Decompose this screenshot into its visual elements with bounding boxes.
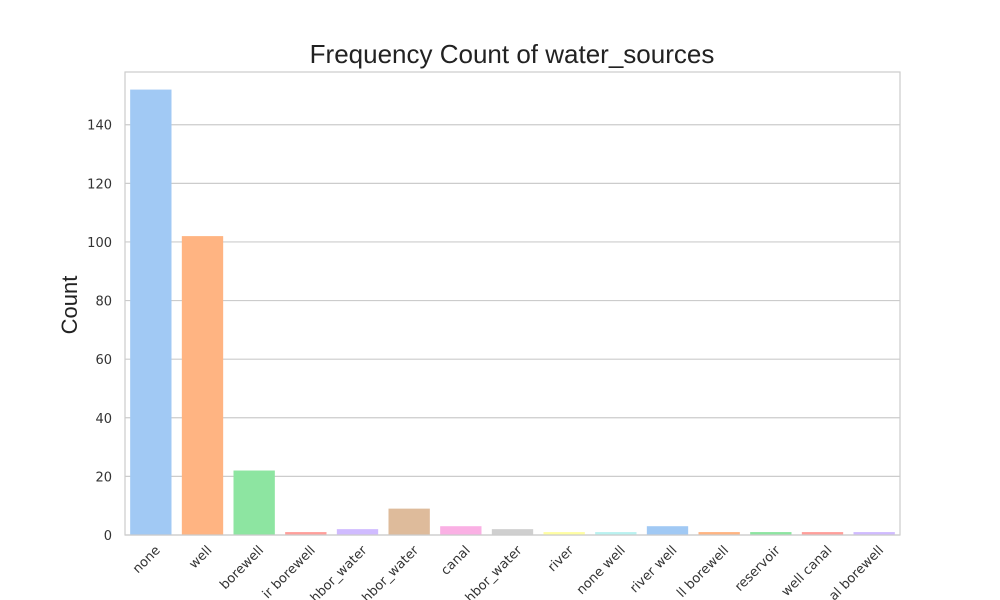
plot-frame	[124, 71, 901, 536]
bar	[440, 526, 482, 535]
x-tick-label: borewell	[217, 543, 267, 593]
x-tick-label: river	[545, 543, 577, 575]
x-tick-label: none well	[574, 543, 629, 598]
bar	[130, 89, 172, 535]
bar	[801, 532, 844, 535]
x-tick-label: al borewell	[826, 543, 887, 600]
bar	[233, 470, 275, 535]
bar	[698, 532, 740, 535]
y-tick-labels: 0 20 40 60 80 100 120 140	[87, 119, 112, 544]
bar	[646, 526, 689, 535]
x-tick-label: hbor_water	[360, 543, 423, 600]
x-tick-label: canal	[438, 543, 473, 578]
bar	[336, 529, 379, 535]
x-tick-label: hbor_water	[463, 543, 526, 600]
bar	[491, 529, 534, 535]
y-tick-label: 120	[87, 177, 112, 192]
bar	[853, 532, 895, 535]
y-tick-label: 100	[87, 236, 112, 251]
bar	[181, 236, 224, 536]
bar	[388, 508, 430, 535]
x-tick-label: ir borewell	[260, 543, 319, 600]
bar	[285, 532, 327, 535]
y-tick-label: 80	[95, 295, 112, 310]
x-tick-label: ll borewell	[674, 543, 732, 600]
x-tick-label: hbor_water	[308, 543, 371, 600]
bar	[595, 532, 637, 535]
x-tick-label: well	[186, 543, 215, 572]
x-tick-label: well canal	[779, 543, 836, 600]
y-tick-label: 0	[104, 529, 112, 544]
y-tick-label: 60	[95, 353, 112, 368]
y-axis-label: Count	[57, 276, 82, 335]
y-tick-label: 20	[95, 470, 112, 485]
bar	[750, 532, 792, 535]
x-tick-label: reservoir	[732, 543, 784, 595]
bar	[543, 532, 585, 535]
chart-title: Frequency Count of water_sources	[310, 39, 715, 69]
y-tick-label: 40	[95, 412, 112, 427]
bars	[130, 89, 895, 536]
y-tick-label: 140	[87, 119, 112, 134]
x-tick-label: none	[130, 543, 164, 577]
x-tick-label: river well	[627, 543, 680, 596]
